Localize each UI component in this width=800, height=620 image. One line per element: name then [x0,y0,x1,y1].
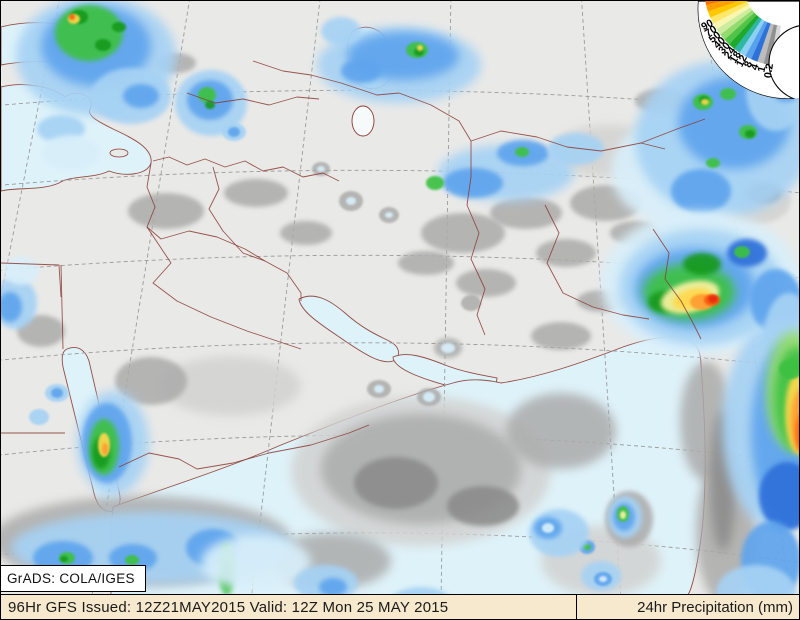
legend-tick-label: 8 [742,59,755,69]
legend-tick-label: 1 [755,65,768,74]
footer-bar: 96Hr GFS Issued: 12Z21MAY2015 Valid: 12Z… [1,594,799,619]
legend-tick-label: 12 [734,53,750,69]
forecast-issued-label: 96Hr GFS Issued: 12Z21MAY2015 Valid: 12Z… [8,599,449,616]
coastlines-and-borders [1,60,706,470]
legend-tick-label: 90 [699,17,715,33]
grads-credit-text: GrADS: COLA/IGES [7,571,135,586]
lakes [351,105,375,137]
legend-tick-label: 18 [728,49,744,65]
grads-credit-box: GrADS: COLA/IGES [1,565,146,592]
legend-tick-label: 4 [748,62,761,71]
legend-tick-label: 70 [703,23,720,40]
product-name-label: 24hr Precipitation (mm) [576,595,799,619]
precipitation-layer [1,1,799,595]
legend-tick-label: 0.2 [762,63,776,79]
